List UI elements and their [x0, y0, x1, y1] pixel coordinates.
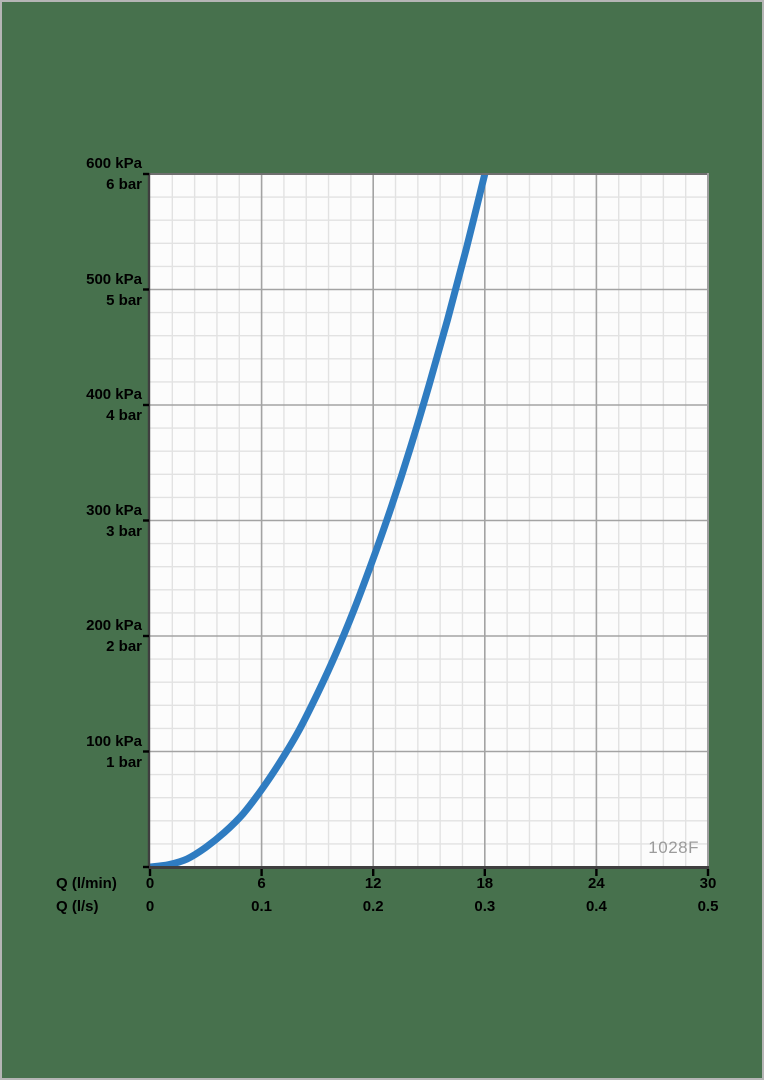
y-tick-bar-value: 1 bar	[106, 753, 142, 771]
x-tick-label-ls: 0.2	[362, 898, 384, 915]
y-tick-kpa-value: 100 kPa	[86, 732, 142, 750]
y-tick-label: 400 kPa 4 bar	[2, 384, 142, 426]
x-tick-label-ls: 0.4	[585, 898, 607, 915]
x-tick-label-ls: 0.5	[697, 898, 719, 915]
y-tick-kpa-value: 400 kPa	[86, 386, 142, 403]
y-tick-label: 200 kPa 2 bar	[2, 615, 142, 657]
y-tick-bar-value: 2 bar	[106, 638, 142, 655]
x-tick-label-lmin: 12	[364, 875, 382, 892]
y-tick-label: 300 kPa 3 bar	[2, 500, 142, 542]
y-tick-kpa-value: 600 kPa	[86, 155, 142, 172]
x-tick-label-ls: 0.3	[474, 898, 496, 915]
y-tick-label: 500 kPa 5 bar	[2, 269, 142, 311]
x-axis-unit-ls: Q (l/s)	[56, 898, 99, 915]
x-tick-label-lmin: 24	[588, 875, 605, 892]
chart-code-watermark: 1028F	[648, 838, 699, 857]
y-tick-label: 100 kPa 1 bar	[2, 731, 142, 773]
x-tick-label-lmin: 6	[257, 875, 266, 892]
y-tick-label: 600 kPa 6 bar	[2, 153, 142, 195]
y-tick-kpa-value: 200 kPa	[86, 617, 142, 634]
x-tick-label-ls: 0	[145, 898, 155, 915]
x-tick-label-ls: 0.1	[251, 898, 273, 915]
x-tick-label-lmin: 18	[476, 875, 494, 892]
x-tick-label-lmin: 30	[699, 875, 717, 892]
y-tick-bar-value: 4 bar	[106, 407, 142, 424]
y-tick-kpa-value: 300 kPa	[86, 501, 142, 519]
y-tick-bar-value: 3 bar	[106, 522, 142, 540]
x-axis-unit-lmin: Q (l/min)	[56, 875, 117, 892]
y-tick-bar-value: 5 bar	[106, 291, 142, 309]
y-tick-bar-value: 6 bar	[106, 176, 142, 193]
pressure-drop-curve	[150, 174, 489, 869]
y-tick-kpa-value: 500 kPa	[86, 270, 142, 288]
x-tick-label-lmin: 0	[145, 875, 155, 892]
